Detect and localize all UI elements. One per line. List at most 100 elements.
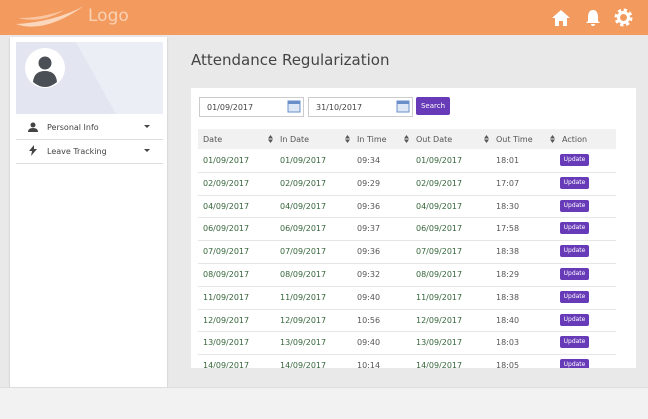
table-row: 07/09/2017 07/09/2017 09:36 07/09/2017 18:38… — [198, 240, 616, 264]
table-row: 08/09/2017 08/09/2017 09:32 08/09/2017 18:29… — [198, 263, 616, 287]
cell: 01/09/2017 — [203, 156, 250, 165]
menu-item[interactable]: Personal Info — [16, 116, 163, 140]
cell: 09:40 — [357, 292, 381, 302]
cell: 18:30 — [496, 201, 520, 211]
update-button[interactable]: Update — [560, 313, 589, 326]
cell: 12/09/2017 — [416, 315, 463, 325]
cell: 08/09/2017 — [416, 270, 463, 279]
column-header[interactable]: In Date — [280, 135, 310, 144]
table-row: 06/09/2017 06/09/2017 09:37 06/09/2017 17:58… — [198, 217, 616, 242]
update-button[interactable]: Update — [560, 154, 589, 166]
cell: 09:36 — [357, 247, 381, 257]
settings-icon[interactable] — [612, 6, 635, 29]
cell: 13/09/2017 — [416, 338, 463, 348]
date-value: 31/10/2017 — [316, 103, 363, 112]
cell: 09:37 — [357, 224, 381, 234]
cell: 04/09/2017 — [280, 201, 327, 211]
sort-icon[interactable] — [404, 135, 409, 143]
cell: 11/09/2017 — [280, 292, 327, 302]
cell: 04/09/2017 — [203, 201, 250, 211]
cell: 09:29 — [357, 178, 381, 188]
cell: 07/09/2017 — [203, 247, 250, 257]
cell: 18:38 — [496, 247, 520, 257]
cell: 18:03 — [496, 338, 520, 348]
sort-icon[interactable] — [550, 135, 555, 143]
column-header[interactable]: Out Time — [496, 135, 533, 144]
date-input[interactable]: 01/09/2017 — [199, 97, 304, 117]
sort-icon[interactable] — [268, 135, 273, 143]
page-title: Attendance Regularization — [191, 51, 390, 69]
cell: 12/09/2017 — [203, 315, 250, 325]
avatar — [25, 42, 163, 114]
cell: 06/09/2017 — [416, 224, 463, 234]
cell: 11/09/2017 — [416, 292, 463, 302]
table-row: 13/09/2017 13/09/2017 09:40 13/09/2017 18:03… — [198, 331, 616, 356]
column-header[interactable]: Out Date — [416, 135, 453, 144]
cell: 10:56 — [357, 315, 381, 325]
bell-icon[interactable] — [584, 8, 602, 28]
cell: 02/09/2017 — [416, 178, 463, 188]
date-input[interactable]: 31/10/2017 — [308, 97, 413, 117]
cell: 14/09/2017 — [416, 361, 463, 368]
cell: 18:38 — [496, 292, 520, 302]
home-icon[interactable] — [551, 9, 571, 27]
calendar-icon[interactable] — [287, 100, 301, 113]
table-header: Date In Date In Time Out Date Out Time Action — [198, 129, 616, 149]
cell: 18:40 — [496, 315, 520, 325]
sidebar: Personal Info Leave Tracking — [10, 37, 167, 407]
cell: 09:34 — [357, 156, 381, 165]
cell: 08/09/2017 — [280, 270, 327, 279]
cell: 18:01 — [496, 156, 520, 165]
menu-item[interactable]: Leave Tracking — [16, 140, 163, 164]
cell: 13/09/2017 — [203, 338, 250, 348]
caret — [144, 149, 150, 152]
cell: 01/09/2017 — [416, 156, 463, 165]
sort-icon[interactable] — [484, 135, 489, 143]
cell: 04/09/2017 — [416, 201, 463, 211]
cell: 10:14 — [357, 361, 381, 368]
update-button[interactable]: Update — [560, 290, 589, 303]
header: Logo — [0, 0, 648, 35]
cell: 11/09/2017 — [203, 292, 250, 302]
cell: 02/09/2017 — [203, 178, 250, 188]
search-button[interactable]: Search — [416, 97, 450, 115]
cell: 01/09/2017 — [280, 156, 327, 165]
cell: 06/09/2017 — [203, 224, 250, 234]
table-row: 02/09/2017 02/09/2017 09:29 02/09/2017 17:07… — [198, 172, 616, 196]
cell: 08/09/2017 — [203, 270, 250, 279]
menu-label: Leave Tracking — [47, 147, 107, 156]
logo-text[interactable]: Logo — [88, 6, 129, 26]
cell: 02/09/2017 — [280, 178, 327, 188]
update-button[interactable]: Update — [560, 199, 589, 212]
person-icon — [28, 122, 38, 132]
cell: 09:32 — [357, 270, 381, 279]
cell: 14/09/2017 — [203, 361, 250, 368]
cell: 18:29 — [496, 270, 520, 279]
update-button[interactable]: Update — [560, 222, 589, 235]
column-header[interactable]: In Time — [357, 135, 387, 144]
cell: 18:05 — [496, 361, 520, 368]
menu-label: Personal Info — [47, 123, 99, 132]
cell: 17:07 — [496, 178, 520, 188]
table-row: 04/09/2017 04/09/2017 09:36 04/09/2017 18:30… — [198, 195, 616, 219]
update-button[interactable]: Update — [560, 245, 589, 258]
cell: 13/09/2017 — [280, 338, 327, 348]
update-button[interactable]: Update — [560, 268, 589, 280]
update-button[interactable]: Update — [560, 176, 589, 189]
date-value: 01/09/2017 — [207, 103, 254, 112]
update-button[interactable]: Update — [560, 359, 589, 368]
cell: 07/09/2017 — [280, 247, 327, 257]
sort-icon[interactable] — [345, 135, 350, 143]
cell: 17:58 — [496, 224, 520, 234]
table-row: 12/09/2017 12/09/2017 10:56 12/09/2017 18:40… — [198, 309, 616, 333]
footer — [0, 387, 648, 419]
update-button[interactable]: Update — [560, 336, 589, 349]
table-row: 14/09/2017 14/09/2017 10:14 14/09/2017 18:05… — [198, 354, 616, 368]
column-header: Action — [562, 135, 588, 144]
cell: 12/09/2017 — [280, 315, 327, 325]
column-header[interactable]: Date — [203, 135, 223, 144]
card: 01/09/2017 31/10/2017 Search Date In Date… — [191, 88, 636, 368]
calendar-icon[interactable] — [396, 100, 410, 113]
cell: 09:36 — [357, 201, 381, 211]
